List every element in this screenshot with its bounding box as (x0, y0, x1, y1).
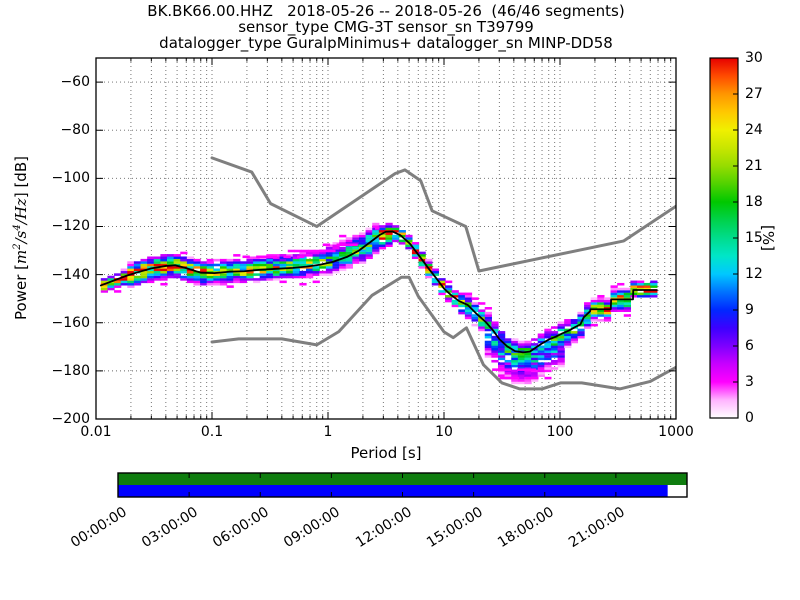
y-tick-label: −100 (51, 170, 90, 187)
y-axis-exp-2: 2 (12, 243, 23, 250)
y-tick-label: −80 (60, 122, 90, 139)
x-tick-label: 1 (323, 424, 333, 440)
y-axis-unit-hz: /Hz (12, 198, 30, 225)
y-tick-label: −60 (60, 74, 90, 91)
y-axis-exp-4: 4 (12, 224, 23, 231)
y-tick-label: −200 (51, 411, 90, 427)
x-axis-label: Period [s] (350, 444, 422, 462)
title-line-1: BK.BK66.00.HHZ 2018-05-26 -- 2018-05-26 … (147, 2, 625, 20)
y-axis-unit-s: /s (12, 230, 30, 244)
title-line-3: datalogger_type GuralpMinimus+ datalogge… (159, 34, 613, 52)
x-tick-label: 10 (435, 424, 453, 440)
colorbar-tick-label: 27 (745, 86, 763, 102)
colorbar-tick-label: 9 (745, 302, 754, 318)
colorbar-tick-label: 30 (745, 50, 763, 66)
colorbar-tick-label: 24 (745, 122, 763, 138)
y-axis-unit-m: m (12, 249, 30, 264)
colorbar-tick-label: 3 (745, 374, 754, 390)
colorbar-tick-label: 21 (745, 158, 763, 174)
y-tick-label: −180 (51, 362, 90, 379)
y-axis-label: Power [m2/s4/Hz] [dB] (12, 156, 30, 320)
y-axis-label-prefix: Power [ (12, 263, 30, 320)
y-tick-label: −140 (51, 266, 90, 283)
x-tick-label: 0.01 (80, 424, 112, 440)
y-tick-label: −160 (51, 314, 90, 331)
x-tick-label: 1000 (658, 424, 694, 440)
title-line-2: sensor_type CMG-3T sensor_sn T39799 (238, 18, 534, 36)
colorbar-tick-label: 15 (745, 230, 763, 246)
x-tick-label: 100 (546, 424, 574, 440)
colorbar-tick-label: 6 (745, 338, 754, 354)
colorbar-tick-label: 18 (745, 194, 763, 210)
x-tick-label: 0.1 (200, 424, 224, 440)
colorbar-tick-label: 0 (745, 410, 754, 426)
y-tick-label: −120 (51, 218, 90, 235)
colorbar-tick-label: 12 (745, 266, 763, 282)
y-axis-label-suffix: ] [dB] (12, 156, 30, 199)
